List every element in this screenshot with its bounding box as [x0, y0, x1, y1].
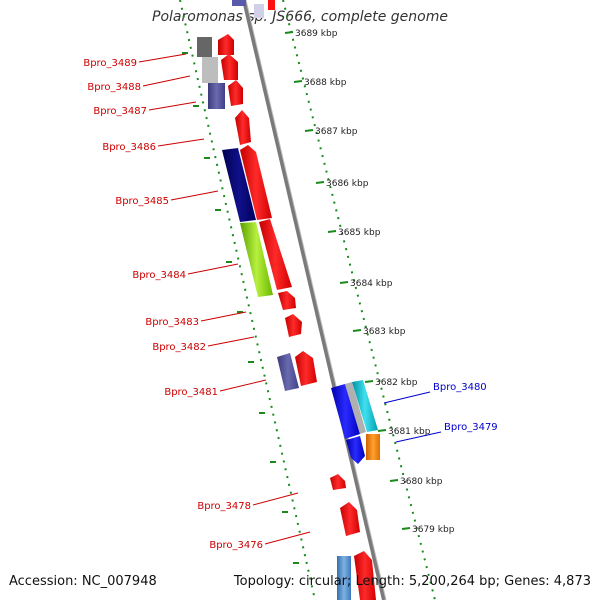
kbp-tick-label: 3688 kbp [304, 78, 347, 88]
gene-label[interactable]: Bpro_3488 [87, 82, 141, 93]
gene-leader-line [187, 263, 239, 275]
gene-label[interactable]: Bpro_3480 [433, 382, 487, 393]
kbp-tick [401, 527, 411, 530]
gene-block-3487 [208, 83, 225, 109]
kbp-tick [293, 80, 303, 83]
gene-leader-line [383, 391, 431, 404]
kbp-tick-label: 3689 kbp [295, 29, 338, 39]
gene-arrow-3484 [259, 219, 292, 290]
genome-backbone [242, 0, 386, 600]
gene-arrow-3481 [295, 351, 317, 386]
kbp-tick-label: 3683 kbp [363, 327, 406, 337]
gene-block-3484 [240, 222, 273, 297]
gene-label[interactable]: Bpro_3481 [164, 387, 218, 398]
outer-guide-left [179, 0, 316, 600]
gene-label[interactable]: Bpro_3476 [209, 540, 263, 551]
gene-leader-line [157, 138, 205, 147]
gene-block-bottom [337, 556, 351, 600]
gene-label[interactable]: Bpro_3484 [132, 270, 186, 281]
gene-arrow-3482 [285, 314, 302, 337]
accession-text: Accession: NC_007948 [9, 574, 157, 589]
kbp-tick [377, 429, 387, 432]
gene-label[interactable]: Bpro_3482 [152, 342, 206, 353]
gene-block-3480-c [352, 380, 378, 432]
label-layer: Bpro_3489 Bpro_3488 Bpro_3487 Bpro_3486 Bpro… [83, 53, 498, 551]
gene-leader-line [264, 531, 311, 545]
kbp-tick [352, 329, 362, 332]
outer-guide-right [282, 0, 436, 600]
gene-leader-line [219, 379, 267, 392]
gene-block-3489 [197, 37, 212, 57]
gene-arrow-3485 [240, 145, 272, 220]
map-title: Polaromonas sp. JS666, complete genome [152, 9, 448, 25]
gene-block-3480 [331, 384, 360, 439]
gene-block-3479-orange [366, 434, 380, 460]
gene-arrow-3476 [340, 502, 360, 536]
gene-block-3479 [346, 436, 365, 464]
gene-block-3480-b [345, 382, 366, 434]
gene-label[interactable]: Bpro_3479 [444, 422, 498, 433]
gene-partial-top [232, 0, 246, 6]
gene-arrow-top [268, 0, 275, 10]
gene-leader-line [252, 492, 299, 506]
gene-block-3481 [277, 353, 299, 391]
gene-leader-line [170, 190, 219, 201]
kbp-tick-label: 3686 kbp [326, 179, 369, 189]
gene-label[interactable]: Bpro_3487 [93, 106, 147, 117]
kbp-tick [304, 129, 314, 132]
kbp-tick-label: 3681 kbp [388, 427, 431, 437]
gene-leader-line [200, 311, 247, 322]
kbp-tick-label: 3682 kbp [375, 378, 418, 388]
gene-arrow-3488 [221, 54, 238, 80]
gene-leader-line [207, 336, 255, 347]
gene-leader-line [395, 431, 442, 443]
gene-arrow-3487 [228, 80, 243, 106]
gene-arrow-3486 [235, 110, 251, 145]
genome-summary: Topology: circular; Length: 5,200,264 bp… [233, 574, 591, 589]
gene-block-3485 [222, 148, 256, 222]
kbp-tick-label: 3685 kbp [338, 228, 381, 238]
gene-arrow-3489 [218, 34, 234, 55]
gene-partial-top-2 [254, 4, 264, 18]
kbp-tick [364, 380, 374, 383]
kbp-tick [389, 479, 399, 482]
kbp-tick [315, 181, 325, 184]
kbp-tick-label: 3680 kbp [400, 477, 443, 487]
tick-layer: 3689 kbp 3688 kbp 3687 kbp 3686 kbp 3685 kbp… [182, 29, 455, 564]
kbp-tick-label: 3687 kbp [315, 127, 358, 137]
kbp-tick [327, 230, 337, 233]
gene-arrow-3483 [278, 291, 296, 310]
gene-arrow-3478 [330, 474, 346, 490]
gene-label[interactable]: Bpro_3489 [83, 58, 137, 69]
kbp-tick [284, 31, 294, 34]
gene-arrow-bottom [354, 551, 376, 600]
gene-leader-line [142, 75, 191, 87]
kbp-tick-label: 3679 kbp [412, 525, 455, 535]
gene-leader-line [138, 53, 187, 63]
gene-label[interactable]: Bpro_3478 [197, 501, 251, 512]
kbp-tick [339, 281, 349, 284]
kbp-tick-label: 3684 kbp [350, 279, 393, 289]
gene-label[interactable]: Bpro_3486 [102, 142, 156, 153]
gene-label[interactable]: Bpro_3485 [115, 196, 169, 207]
gene-label[interactable]: Bpro_3483 [145, 317, 199, 328]
gene-leader-line [148, 101, 197, 111]
gene-block-3488 [202, 57, 218, 83]
